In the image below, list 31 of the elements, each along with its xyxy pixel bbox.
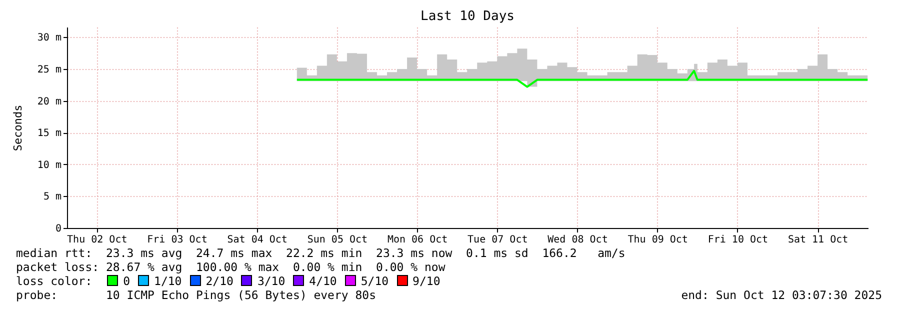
text: median rtt: 23.3 ms avg 24.7 ms max 22.2 ms min 23.3 ms now 0.1 ms sd 166.2 am/s [16, 246, 626, 260]
chart-title: Last 10 Days [420, 9, 514, 24]
y-tick-label: 5 m [43, 192, 62, 203]
x-tick-label: Thu 09 Oct [628, 234, 688, 246]
text: 9/10 [412, 274, 440, 288]
y-tick-label: 10 m [37, 160, 62, 171]
x-tick-label: Fri 10 Oct [708, 234, 768, 246]
y-tick-label: 15 m [37, 128, 62, 140]
y-tick-label: 20 m [37, 96, 62, 108]
y-tick-label: 0 [55, 224, 62, 234]
x-tick-label: Sat 11 Oct [788, 234, 848, 246]
text: 4/10 [309, 274, 337, 288]
x-tick-label: Mon 06 Oct [387, 234, 448, 246]
x-tick-label: Wed 08 Oct [548, 234, 608, 246]
y-axis-title: Seconds [11, 104, 24, 152]
text: 1/10 [154, 274, 182, 288]
text: 2/10 [206, 274, 234, 288]
text: loss color: [16, 274, 94, 288]
x-tick-label: Sun 05 Oct [307, 234, 368, 246]
x-tick-label: Thu 02 Oct [67, 234, 128, 246]
text: 5/10 [360, 274, 389, 288]
text: probe: 10 ICMP Echo Pings (56 Bytes) every 80s [16, 288, 376, 302]
x-tick-label: Fri 03 Oct [147, 234, 208, 246]
y-tick-label: 30 m [37, 32, 62, 44]
text: 3/10 [257, 274, 286, 288]
y-tick-label: 25 m [37, 64, 62, 76]
text: packet loss: 28.67 % avg 100.00 % max 0.00 % min 0.00 % now [16, 260, 446, 274]
text: 0 [123, 274, 130, 288]
x-tick-label: Sat 04 Oct [227, 234, 288, 246]
text: end: Sun Oct 12 03:07:30 2025 [681, 288, 882, 302]
x-tick-label: Tue 07 Oct [468, 234, 528, 246]
